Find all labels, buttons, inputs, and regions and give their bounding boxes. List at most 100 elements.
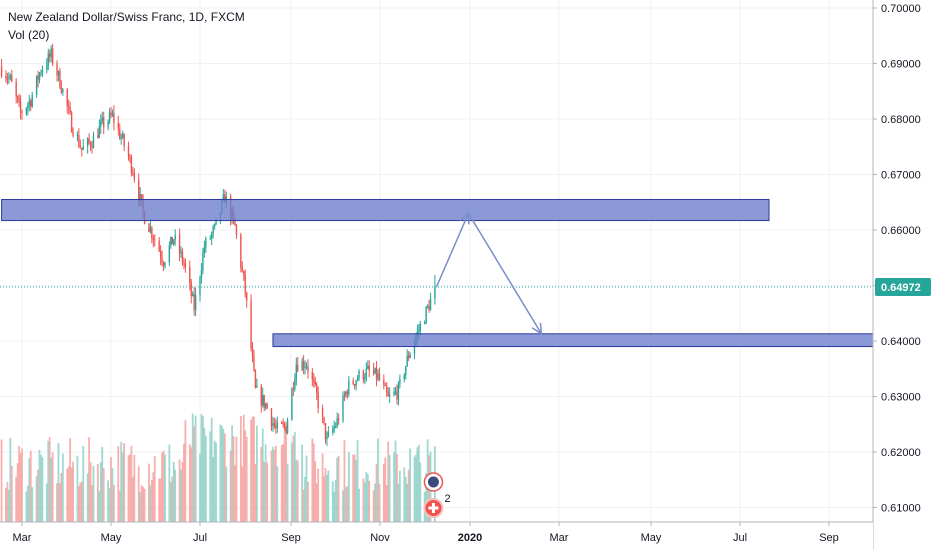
candle-body — [297, 364, 299, 371]
candle-body — [286, 420, 289, 433]
candle-body — [387, 392, 389, 397]
volume-bar — [67, 466, 70, 522]
price-tick-label: 0.66000 — [881, 225, 921, 237]
candle-body — [148, 223, 150, 233]
candle-body — [273, 423, 276, 427]
volume-bar — [251, 416, 254, 522]
time-axis[interactable]: Mar May Jul Sep Nov 2020 Mar May Jul Sep — [0, 521, 873, 550]
volume-bar — [133, 454, 136, 522]
candle-body — [314, 382, 316, 385]
time-tick-label: May — [641, 532, 662, 544]
candle-body — [47, 53, 49, 66]
candle-body — [393, 391, 395, 395]
volume-bar — [266, 462, 269, 522]
candle-body — [377, 373, 379, 380]
candle-body — [368, 365, 370, 371]
volume-bar — [296, 460, 299, 522]
candle-body — [139, 194, 141, 201]
candle-body — [56, 63, 58, 76]
plus-icon-h — [428, 506, 439, 510]
candle-body — [151, 227, 153, 239]
volume-bar — [101, 446, 104, 522]
candle-body — [107, 121, 109, 128]
projection-arrow-line — [467, 212, 543, 335]
candle-body — [250, 300, 252, 349]
volume-bar — [242, 414, 245, 522]
grid — [0, 0, 873, 522]
candle-body — [76, 135, 79, 137]
candle-body — [193, 293, 195, 311]
volume-bar — [396, 453, 398, 522]
candle-body — [434, 287, 436, 299]
candle-body — [19, 102, 22, 113]
zone-rectangle — [1, 198, 770, 222]
candle-body — [140, 194, 143, 200]
volume-bar — [40, 454, 42, 522]
volume-bar — [66, 468, 69, 522]
volume-bar — [48, 437, 51, 522]
candle-body — [108, 112, 111, 122]
candle-body — [224, 194, 226, 203]
volume-bar — [223, 433, 226, 522]
candle-body — [386, 385, 388, 393]
candle-body — [205, 238, 207, 248]
volume-bar — [372, 490, 375, 522]
volume-bar — [18, 446, 20, 522]
candle-body — [282, 423, 284, 425]
candle-body — [345, 391, 347, 397]
candle-body — [316, 384, 318, 394]
candle-body — [28, 100, 30, 105]
candle-body — [245, 292, 248, 301]
volume-bar — [59, 483, 61, 522]
candle-body — [426, 305, 429, 307]
candle-body — [275, 426, 277, 429]
projection-arrows — [435, 211, 543, 336]
volume-bar — [317, 468, 320, 522]
candle-body — [337, 418, 340, 421]
volume-bar — [142, 487, 144, 522]
candle-body — [364, 377, 366, 380]
volume-bar — [232, 436, 235, 522]
candle-body — [164, 262, 166, 267]
candle-body — [272, 423, 274, 427]
volume-bar — [222, 428, 225, 522]
candle-body — [419, 324, 422, 331]
volume-bar — [305, 455, 308, 522]
volume-bar — [7, 489, 10, 522]
volume-bar — [159, 478, 162, 522]
event-icons[interactable]: 2 — [423, 472, 451, 518]
price-tick-label: 0.61000 — [881, 503, 921, 515]
volume-bar — [150, 479, 153, 522]
volume-bar — [6, 482, 9, 522]
candle-body — [113, 112, 115, 123]
candle-body — [305, 366, 308, 368]
volume-bar — [61, 453, 64, 522]
volume-bar — [336, 457, 339, 522]
price-axis[interactable]: 0.700000.690000.680000.670000.660000.650… — [872, 0, 932, 550]
volume-bar — [311, 438, 314, 522]
volume-bar — [131, 476, 134, 522]
volume-bar — [50, 457, 53, 522]
candle-body — [307, 366, 309, 372]
candle-body — [41, 69, 44, 73]
volume-bar — [315, 483, 318, 522]
volume-bar — [365, 471, 368, 522]
volume-bar — [295, 459, 298, 522]
volume-bar — [387, 441, 390, 522]
candle-body — [199, 277, 201, 296]
volume-bar — [129, 454, 131, 522]
candle-body — [266, 403, 268, 409]
candle-body — [429, 298, 432, 311]
candle-body — [346, 391, 349, 395]
candle-body — [117, 122, 119, 129]
candle-body — [79, 146, 82, 148]
candle-body — [405, 366, 407, 376]
candle-body — [336, 418, 338, 427]
candle-body — [174, 235, 176, 240]
volume-bar — [342, 490, 344, 522]
volume-bar — [321, 453, 324, 522]
volume-bar — [190, 447, 193, 522]
candle-body — [406, 355, 408, 367]
volume-bar — [79, 482, 82, 522]
